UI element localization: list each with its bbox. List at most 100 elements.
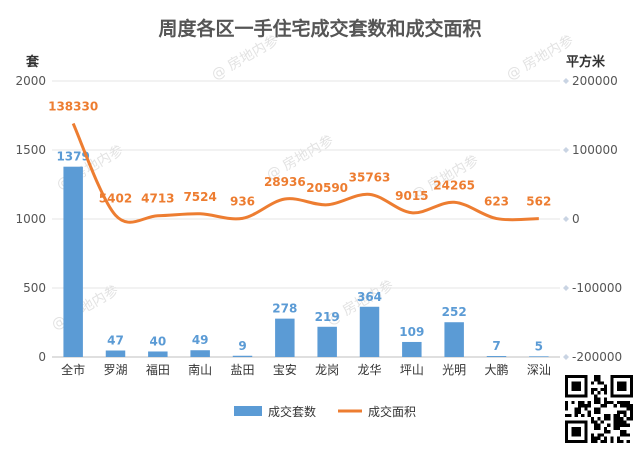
qr-module	[600, 420, 604, 424]
qr-module	[597, 397, 601, 401]
qr-module	[620, 433, 624, 437]
qr-module	[577, 400, 582, 405]
bar-data-label: 7	[492, 339, 500, 353]
qr-module	[603, 417, 608, 421]
x-tick-label: 坪山	[400, 363, 424, 377]
qr-module	[594, 394, 598, 398]
qr-module	[629, 404, 633, 408]
qr-module	[584, 404, 588, 408]
line-data-label: 562	[526, 195, 551, 209]
qr-module	[594, 423, 598, 427]
bar-data-label: 252	[442, 305, 467, 319]
qr-module	[623, 423, 627, 427]
qr-module	[610, 439, 614, 443]
x-tick-label: 南山	[188, 362, 212, 377]
bar-data-label: 109	[399, 325, 424, 339]
x-tick-label: 罗湖	[103, 362, 127, 377]
bar	[486, 356, 507, 357]
x-tick-label: 宝安	[273, 362, 297, 377]
x-tick-label: 龙岗	[315, 363, 339, 377]
bar	[402, 341, 422, 357]
qr-module	[594, 410, 598, 414]
qr-module	[623, 404, 627, 408]
y2-tick-marker	[563, 216, 569, 222]
qr-module	[594, 375, 598, 379]
y-tick-label: 1500	[15, 143, 46, 157]
qr-module	[565, 400, 569, 405]
line-data-label: 24265	[433, 178, 475, 192]
qr-module	[597, 436, 601, 440]
qr-module	[603, 384, 608, 388]
qr-module	[600, 387, 604, 392]
qr-module	[603, 387, 608, 392]
y-tick-label: 0	[38, 350, 46, 364]
qr-module	[590, 417, 595, 421]
grid-layer	[52, 80, 560, 358]
qr-module	[607, 400, 611, 405]
y2-tick-label: -100000	[572, 281, 622, 295]
qr-module	[597, 426, 601, 431]
x-tick-label: 光明	[442, 363, 466, 377]
qr-module	[597, 400, 601, 405]
qr-module	[623, 430, 627, 434]
line-data-label: 936	[230, 194, 255, 208]
qr-module	[587, 400, 591, 405]
legend-line-label: 成交面积	[368, 404, 416, 419]
bar	[63, 166, 83, 357]
qr-module	[587, 410, 591, 414]
y2-tick-marker	[563, 78, 569, 84]
line-data-label: 20590	[306, 181, 348, 195]
qr-module	[626, 400, 630, 405]
qr-module	[594, 426, 598, 431]
x-tick-label: 盐田	[230, 363, 254, 377]
qr-module	[620, 423, 624, 427]
bar	[232, 355, 253, 357]
y2-tick-marker	[563, 285, 569, 291]
qr-module	[577, 410, 582, 414]
qr-module	[626, 439, 630, 443]
qr-module	[565, 413, 569, 418]
qr-module	[600, 433, 604, 437]
y-tick-label: 2000	[15, 74, 46, 88]
qr-module	[597, 410, 601, 414]
qr-module	[613, 426, 617, 431]
line-data-label: 9015	[395, 189, 428, 203]
qr-module	[577, 407, 582, 411]
qr-module	[620, 404, 624, 408]
qr-module	[584, 407, 588, 411]
qr-module	[607, 413, 611, 418]
qr-module	[623, 420, 627, 424]
qr-module	[613, 417, 617, 421]
qr-module	[600, 381, 604, 385]
qr-finder	[571, 426, 582, 437]
qr-module	[594, 420, 598, 424]
qr-module	[597, 378, 601, 382]
qr-module	[594, 378, 598, 382]
line-data-label: 4713	[141, 192, 174, 206]
qr-module	[587, 404, 591, 408]
qr-module	[626, 433, 630, 437]
qr-module	[616, 436, 621, 440]
qr-module	[629, 407, 633, 411]
qr-module	[620, 400, 624, 405]
qr-module	[620, 439, 624, 443]
line-series-path	[71, 122, 539, 224]
y-tick-label: 1000	[15, 212, 46, 226]
qr-module	[597, 375, 601, 379]
x-tick-label: 大鹏	[484, 363, 508, 377]
bar	[444, 322, 464, 357]
bar	[359, 306, 380, 357]
qr-module	[616, 400, 621, 405]
qr-module	[629, 413, 633, 418]
qr-module	[613, 423, 617, 427]
qr-module	[597, 433, 601, 437]
qr-module	[581, 404, 585, 408]
qr-module	[629, 417, 633, 421]
qr-module	[603, 413, 608, 418]
bar-data-label: 47	[107, 334, 124, 348]
qr-module	[590, 387, 595, 392]
qr-module	[597, 407, 601, 411]
bar	[105, 350, 126, 357]
